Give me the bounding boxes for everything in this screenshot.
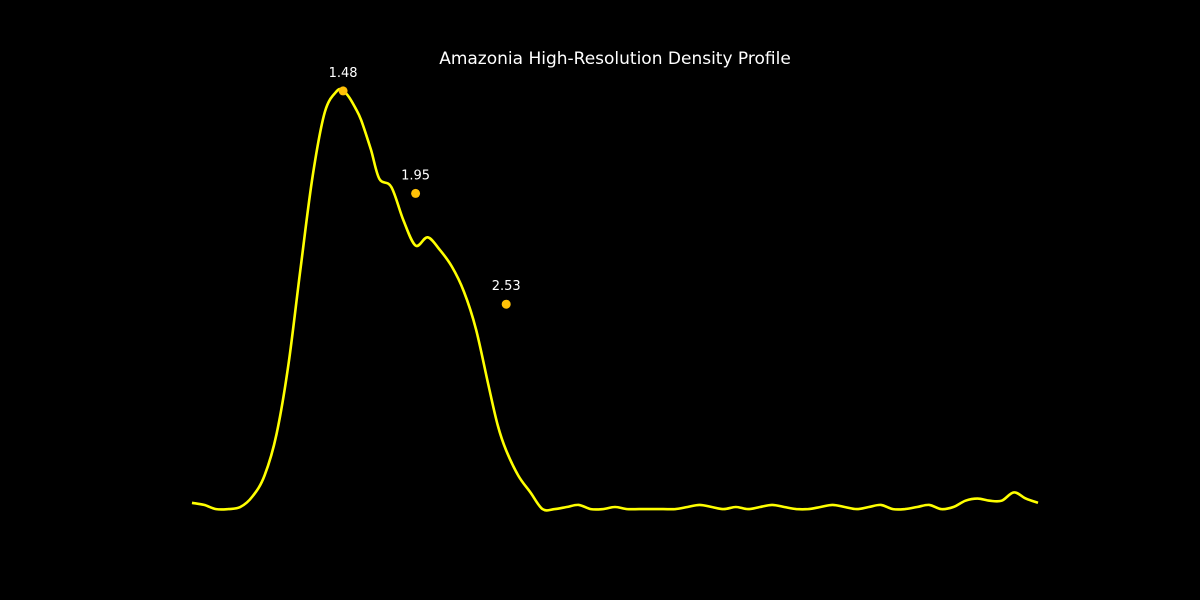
chart-title: Amazonia High-Resolution Density Profile [439,49,791,69]
peak-marker-3 [501,299,511,309]
peak-marker-layer: 1.48 1.95 2.53 [329,66,521,309]
peak-marker-2 [411,188,421,198]
peak-marker-1 [338,86,348,96]
peak-label-1: 1.48 [329,66,358,81]
peak-label-3: 2.53 [492,279,521,294]
peak-label-2: 1.95 [401,168,430,183]
density-line-layer [191,87,1039,512]
density-line [191,87,1039,512]
